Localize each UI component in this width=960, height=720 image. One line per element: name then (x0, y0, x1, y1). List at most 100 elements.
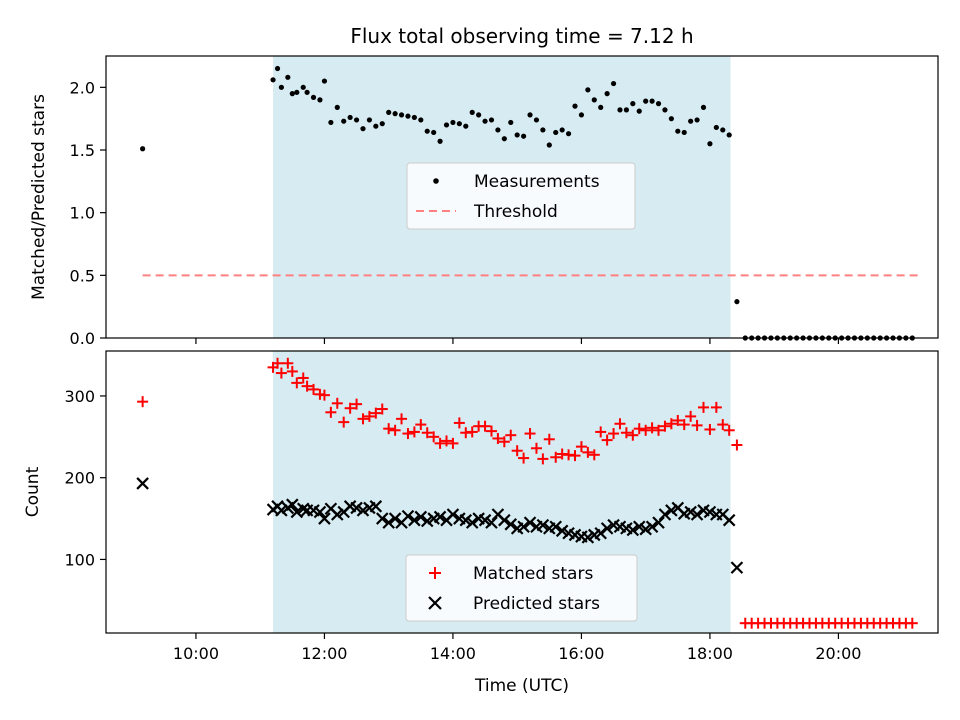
matched-star-point (518, 452, 530, 464)
matched-star-point (370, 407, 382, 419)
measurement-point (482, 118, 488, 124)
chart-title: Flux total observing time = 7.12 h (350, 24, 693, 48)
predicted-star-point (658, 508, 672, 521)
matched-star-point (272, 357, 284, 369)
measurement-point (726, 132, 732, 138)
predicted-star-point (549, 520, 563, 534)
measurement-point (636, 108, 642, 114)
matched-star-point (415, 419, 427, 431)
measurement-point (617, 107, 623, 113)
measurement-point (476, 112, 482, 118)
matched-star-point (672, 414, 684, 426)
measurement-point (392, 111, 398, 117)
matched-star-point (543, 433, 555, 445)
measurement-point (317, 97, 323, 103)
measurements-legend-marker (433, 178, 439, 184)
measurement-point (501, 136, 507, 142)
measurement-point (734, 299, 740, 305)
measurement-point (373, 123, 379, 129)
x-tick-label: 10:00 (173, 644, 219, 663)
measurement-point (418, 117, 424, 123)
measurement-point (681, 129, 687, 136)
matched-star-point (363, 410, 375, 422)
measurement-point (623, 107, 630, 113)
matched-star-point (550, 451, 562, 463)
measurement-point (713, 124, 719, 131)
ratio-y-tick-label: 1.5 (70, 141, 95, 160)
measurement-point (720, 127, 726, 133)
measurement-point (514, 132, 520, 138)
predicted-star-point (645, 520, 659, 534)
measurement-point (688, 118, 694, 124)
measurement-point (707, 141, 713, 147)
measurement-point (495, 127, 501, 133)
ratio-legend-box (406, 162, 636, 230)
measurement-point (398, 112, 405, 118)
matched-star-point (704, 423, 716, 435)
measurement-point (565, 131, 572, 137)
matched-star-point (678, 419, 690, 431)
matched-star-point (627, 429, 639, 441)
matched-star-point (505, 429, 517, 441)
predicted-star-point (446, 508, 460, 521)
predicted-star-points (136, 477, 744, 574)
matched-star-point (731, 439, 743, 451)
measurement-point (341, 118, 347, 124)
matched-star-point (428, 431, 440, 443)
measurement-point (598, 104, 604, 110)
ratio-panel-frame (105, 55, 939, 339)
measurement-point (527, 112, 533, 118)
matched-star-point (697, 401, 709, 413)
measurement-point (610, 80, 617, 87)
predicted-star-point (485, 516, 498, 529)
count-y-axis-label: Count (23, 466, 43, 517)
measurement-point (294, 89, 300, 95)
matched-star-point (318, 389, 330, 401)
measurement-point (662, 107, 668, 113)
matched-star-point (357, 413, 369, 425)
predicted-star-point (369, 500, 383, 513)
measurement-point (546, 142, 552, 148)
ratio-y-ticks: 0.0 0.5 1.0 1.5 2.0 (70, 78, 106, 348)
matched-star-point (646, 422, 658, 434)
measurement-point (694, 117, 700, 123)
matched-star-point (601, 434, 613, 446)
ratio-y-axis-label: Matched/Predicted stars (29, 94, 49, 300)
matched-star-point (588, 449, 600, 461)
x-tick-label: 16:00 (558, 644, 604, 663)
matched-legend-label: Matched stars (473, 564, 593, 584)
matched-star-point (524, 428, 536, 440)
measurement-point (321, 78, 328, 84)
matched-star-point (595, 426, 607, 438)
predicted-star-point (652, 516, 665, 529)
measurement-point (437, 138, 443, 144)
count-legend-box (405, 554, 638, 622)
predicted-star-point (382, 516, 395, 529)
matched-star-point (331, 397, 343, 409)
measurement-point (450, 119, 456, 126)
measurement-point (347, 114, 353, 121)
matched-star-point (344, 402, 356, 414)
matched-star-point (282, 357, 294, 369)
measurement-point (386, 109, 392, 115)
matched-star-point (291, 377, 303, 389)
predicted-star-point (730, 561, 744, 574)
measurement-point (649, 98, 655, 104)
count-y-ticks: 100 200 300 (64, 387, 106, 569)
predicted-star-point (600, 522, 614, 535)
predicted-star-point (296, 502, 310, 516)
matched-star-point (308, 383, 320, 395)
matched-star-point (498, 436, 510, 448)
measurement-point (360, 126, 366, 132)
matched-star-point (665, 418, 677, 430)
matched-star-point (286, 365, 298, 377)
measurement-point (274, 65, 281, 72)
x-tick-label: 12:00 (301, 644, 347, 663)
predicted-star-point (498, 513, 511, 527)
predicted-star-point (318, 512, 331, 525)
predicted-legend-marker (428, 596, 442, 610)
predicted-star-point (722, 513, 736, 527)
predicted-star-point (388, 512, 402, 525)
measurement-point (604, 91, 610, 97)
predicted-star-point (690, 508, 704, 521)
